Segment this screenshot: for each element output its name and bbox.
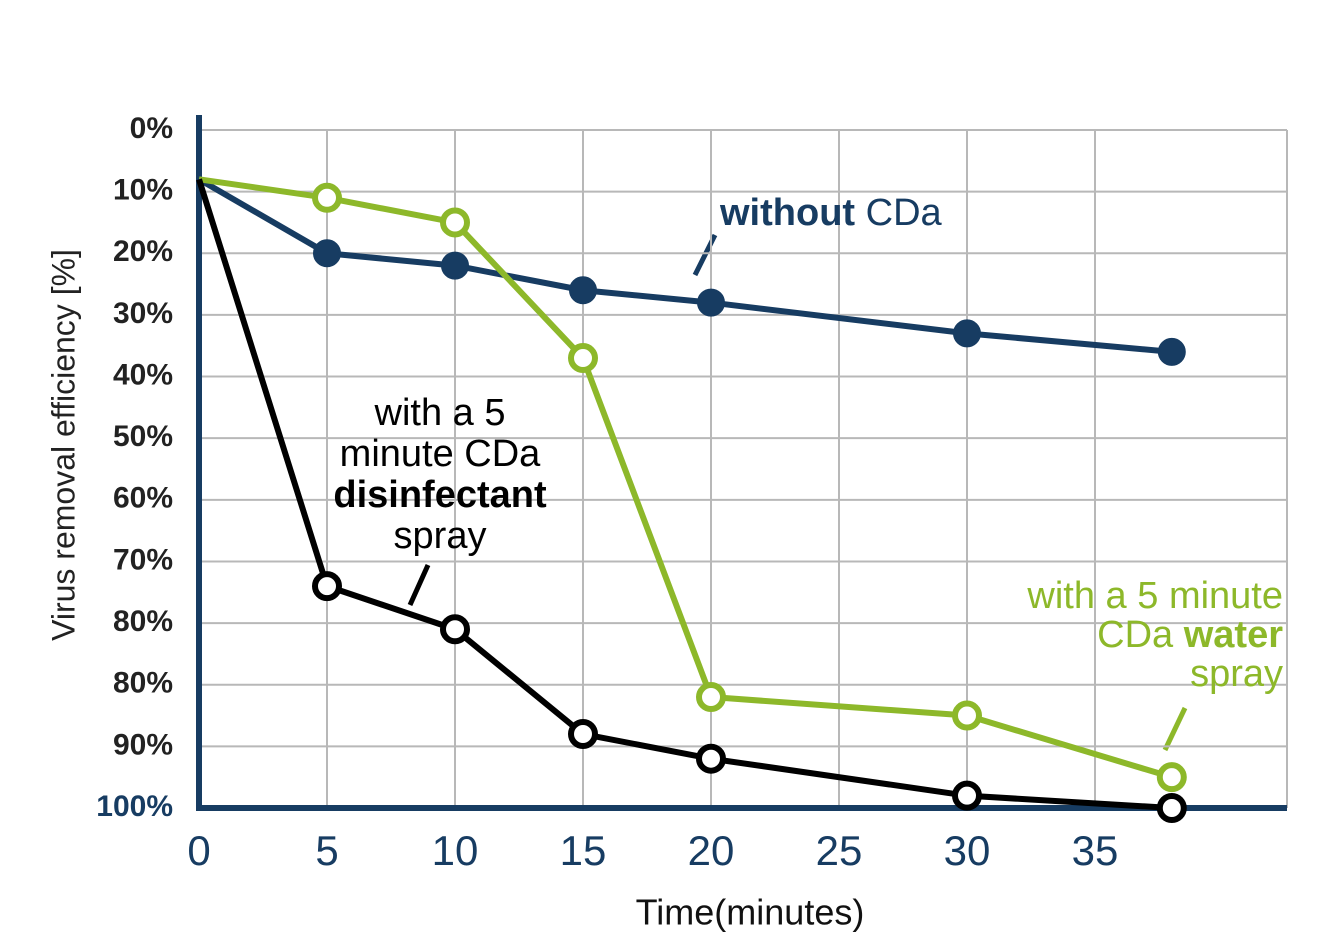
y-tick-label: 50% bbox=[113, 420, 173, 453]
data-point bbox=[952, 700, 982, 731]
y-tick-label: 40% bbox=[113, 358, 173, 391]
data-point bbox=[568, 343, 598, 374]
annotation-part: spray bbox=[394, 515, 487, 557]
data-point bbox=[568, 719, 598, 750]
data-point bbox=[1157, 337, 1186, 366]
y-tick-label: 0% bbox=[130, 112, 173, 145]
annotation-part: water bbox=[1183, 614, 1283, 656]
y-tick-label: 30% bbox=[113, 297, 173, 330]
annotation: with a 5 bbox=[374, 392, 506, 434]
annotation-part: disinfectant bbox=[333, 474, 547, 516]
x-tick-label: 10 bbox=[432, 827, 479, 874]
data-point bbox=[569, 276, 597, 305]
x-tick-label: 30 bbox=[944, 827, 991, 874]
data-point bbox=[312, 571, 342, 602]
x-tick-label: 25 bbox=[816, 827, 863, 874]
annotation-part: minute CDa bbox=[340, 433, 541, 475]
annotation-part: CDa bbox=[1097, 614, 1184, 656]
y-tick-label: 100% bbox=[96, 790, 173, 823]
annotation: without CDa bbox=[719, 192, 943, 234]
x-tick-label: 0 bbox=[187, 827, 210, 874]
x-tick-label: 5 bbox=[315, 827, 338, 874]
annotation: spray bbox=[394, 515, 487, 557]
annotation: minute CDa bbox=[340, 433, 541, 475]
data-point bbox=[441, 251, 469, 280]
data-point bbox=[1156, 793, 1187, 823]
data-point bbox=[440, 207, 470, 238]
x-axis-label: Time(minutes) bbox=[636, 892, 865, 933]
y-tick-label: 80% bbox=[113, 605, 173, 638]
data-point bbox=[1156, 762, 1187, 793]
data-point bbox=[696, 682, 726, 713]
annotation: with a 5 minute bbox=[1026, 575, 1283, 617]
x-tick-label: 20 bbox=[688, 827, 735, 874]
annotation-part: with a 5 bbox=[374, 392, 506, 434]
annotation-part: without bbox=[719, 192, 855, 234]
y-tick-label: 20% bbox=[113, 235, 173, 268]
y-axis-label: Virus removal efficiency [%] bbox=[45, 249, 81, 641]
x-tick-label: 35 bbox=[1072, 827, 1119, 874]
leader-line bbox=[407, 563, 431, 607]
data-point bbox=[697, 288, 725, 317]
data-point bbox=[440, 614, 470, 645]
y-tick-label: 90% bbox=[113, 728, 173, 761]
annotation: spray bbox=[1190, 653, 1283, 695]
annotation: disinfectant bbox=[333, 474, 547, 516]
y-tick-label: 60% bbox=[113, 482, 173, 515]
data-point bbox=[696, 743, 726, 774]
leader-line bbox=[1162, 706, 1188, 752]
x-tick-label: 15 bbox=[560, 827, 607, 874]
annotation-part: CDa bbox=[855, 192, 942, 234]
annotation-part: spray bbox=[1190, 653, 1283, 695]
data-point bbox=[312, 182, 342, 213]
y-tick-label: 70% bbox=[113, 543, 173, 576]
data-point bbox=[313, 239, 341, 268]
y-tick-label: 10% bbox=[113, 174, 173, 207]
y-tick-label: 80% bbox=[113, 667, 173, 700]
annotation: CDa water bbox=[1097, 614, 1283, 656]
series-line bbox=[197, 176, 1173, 355]
data-point bbox=[953, 319, 981, 348]
annotation-part: with a 5 minute bbox=[1026, 575, 1283, 617]
data-point bbox=[952, 780, 982, 811]
